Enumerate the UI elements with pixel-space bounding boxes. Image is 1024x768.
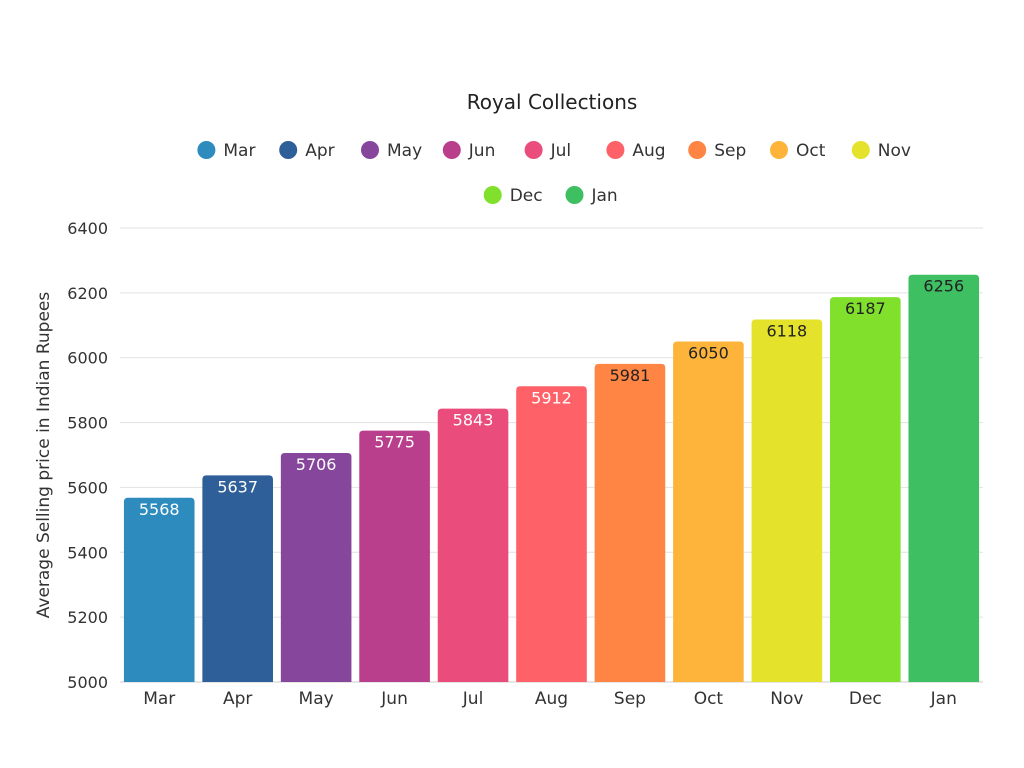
- bar-value-jul: 5843: [453, 411, 494, 430]
- x-axis: Mar Apr May Jun Jul Aug Sep Oct Nov Dec Jan: [143, 689, 957, 709]
- x-tick-mar: Mar: [143, 689, 175, 709]
- bar-apr[interactable]: [202, 475, 273, 682]
- y-tick-label: 6200: [67, 284, 108, 303]
- legend-item-jul[interactable]: Jul: [524, 141, 572, 161]
- y-tick-label: 5400: [67, 543, 108, 562]
- bar-value-aug: 5912: [531, 388, 572, 407]
- bar-jul[interactable]: [437, 408, 509, 682]
- legend-item-jan[interactable]: Jan: [565, 186, 618, 206]
- chart-title: Royal Collections: [467, 90, 638, 114]
- legend-label: Jul: [550, 141, 572, 161]
- bar-value-jun: 5775: [374, 433, 415, 452]
- legend-label: Apr: [305, 141, 334, 161]
- bar-value-jan: 6256: [923, 277, 964, 296]
- y-tick-label: 5800: [67, 414, 108, 433]
- legend-label: Oct: [796, 141, 826, 161]
- bar-may[interactable]: [280, 453, 352, 682]
- legend-item-dec[interactable]: Dec: [483, 186, 543, 206]
- x-tick-dec: Dec: [849, 689, 882, 709]
- legend-marker: [688, 141, 707, 159]
- legend-label: Nov: [878, 141, 911, 161]
- legend-marker: [197, 141, 216, 159]
- y-axis-label: Average Selling price in Indian Rupees: [34, 292, 54, 619]
- x-tick-apr: Apr: [223, 689, 252, 709]
- x-tick-sep: Sep: [614, 689, 646, 709]
- bar-jan[interactable]: [908, 274, 980, 682]
- legend-item-may[interactable]: May: [361, 141, 422, 161]
- bar-value-dec: 6187: [845, 299, 886, 318]
- x-tick-jun: Jun: [380, 689, 408, 709]
- y-tick-label: 5200: [67, 608, 108, 627]
- legend-marker: [565, 186, 584, 204]
- x-tick-nov: Nov: [770, 689, 803, 709]
- legend-label: Jan: [591, 186, 618, 206]
- legend-marker: [361, 141, 379, 159]
- legend-marker: [442, 141, 461, 159]
- y-axis: 5000 5200 5400 5600 5800 6000 6200 6400: [67, 219, 108, 692]
- legend-label: May: [387, 141, 422, 161]
- bar-jun[interactable]: [359, 430, 430, 682]
- x-tick-may: May: [299, 689, 334, 709]
- bar-value-apr: 5637: [217, 477, 258, 496]
- bar-value-mar: 5568: [139, 500, 180, 519]
- y-tick-label: 5000: [67, 673, 108, 692]
- bar-nov[interactable]: [751, 319, 823, 682]
- legend-item-jun[interactable]: Jun: [442, 141, 496, 161]
- legend-label: Dec: [510, 186, 543, 206]
- legend-marker: [606, 141, 625, 159]
- legend-item-aug[interactable]: Aug: [606, 141, 666, 161]
- legend-label: Jun: [468, 141, 496, 161]
- legend-marker: [279, 141, 298, 159]
- legend-label: Aug: [632, 141, 665, 161]
- legend-marker: [770, 141, 788, 159]
- x-tick-jul: Jul: [462, 689, 484, 709]
- bar-value-may: 5706: [296, 455, 337, 474]
- x-tick-oct: Oct: [694, 689, 724, 709]
- bar-value-sep: 5981: [610, 366, 651, 385]
- bar-dec[interactable]: [830, 297, 901, 682]
- y-tick-label: 5600: [67, 478, 108, 497]
- legend-item-oct[interactable]: Oct: [770, 141, 826, 161]
- legend-item-sep[interactable]: Sep: [688, 141, 746, 161]
- y-tick-label: 6400: [67, 219, 108, 238]
- bar-value-oct: 6050: [688, 344, 729, 363]
- legend-label: Sep: [714, 141, 746, 161]
- legend-item-mar[interactable]: Mar: [197, 141, 255, 161]
- legend-marker: [851, 141, 870, 159]
- x-tick-aug: Aug: [535, 689, 568, 709]
- legend-marker: [483, 186, 502, 204]
- legend-label: Mar: [223, 141, 255, 161]
- legend-item-apr[interactable]: Apr: [279, 141, 335, 161]
- y-tick-label: 6000: [67, 349, 108, 368]
- legend-marker: [524, 141, 543, 159]
- bar-value-nov: 6118: [767, 321, 808, 340]
- bar-value-labels: 5568 5637 5706 5775 5843 5912 5981 6050 6118 6187…: [139, 277, 964, 519]
- legend: Mar Apr May Jun Jul Aug Sep Oct Nov Dec Jan: [197, 141, 911, 206]
- bar-oct[interactable]: [673, 341, 744, 683]
- bar-mar[interactable]: [123, 497, 195, 682]
- x-tick-jan: Jan: [930, 689, 957, 709]
- bar-sep[interactable]: [594, 363, 666, 682]
- legend-item-nov[interactable]: Nov: [851, 141, 911, 161]
- bar-aug[interactable]: [516, 386, 587, 682]
- bars: [123, 274, 980, 683]
